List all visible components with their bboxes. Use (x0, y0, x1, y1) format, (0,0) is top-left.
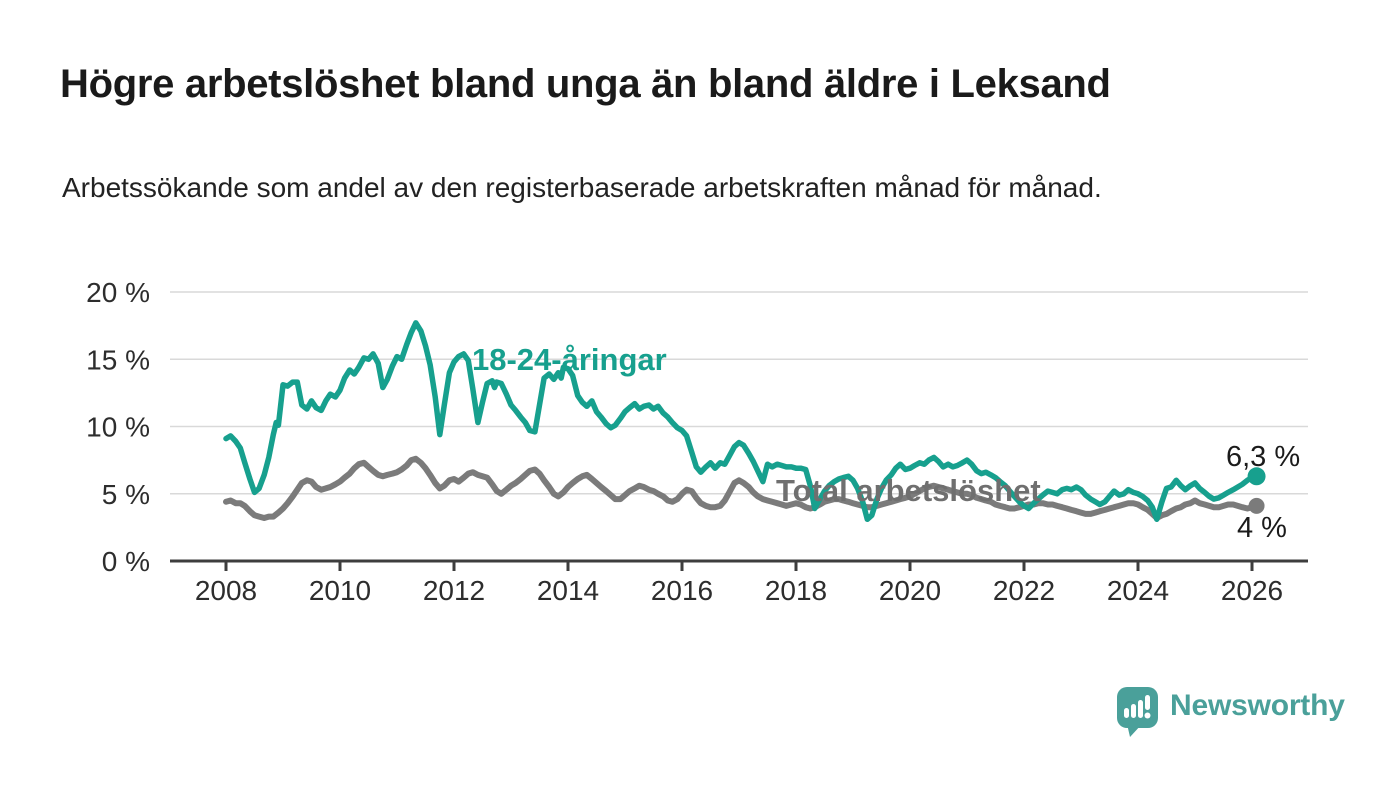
y-axis-tick-label: 5 % (102, 479, 150, 510)
series-end-dot-total (1248, 497, 1265, 514)
newsworthy-wordmark: Newsworthy (1170, 689, 1345, 722)
y-axis-tick-label: 15 % (86, 344, 150, 375)
y-axis-tick-label: 20 % (86, 277, 150, 308)
x-axis-tick-label: 2024 (1107, 575, 1169, 606)
x-axis-tick-label: 2016 (651, 575, 713, 606)
x-axis-tick-label: 2026 (1221, 575, 1283, 606)
x-axis-tick-label: 2014 (537, 575, 599, 606)
y-axis-tick-label: 10 % (86, 412, 150, 443)
chart-subtitle: Arbetssökande som andel av den registerb… (62, 172, 1102, 203)
newsworthy-logo: Newsworthy (1116, 686, 1345, 738)
y-axis-tick-label: 0 % (102, 546, 150, 577)
x-axis-tick-label: 2012 (423, 575, 485, 606)
x-axis-tick-label: 2020 (879, 575, 941, 606)
series-line-total (223, 455, 1260, 521)
chart-title: Högre arbetslöshet bland unga än bland ä… (60, 62, 1111, 106)
x-axis-tick-label: 2008 (195, 575, 257, 606)
series-label-total: Total arbetslöshet (776, 473, 1041, 508)
end-value-label-youth: 6,3 % (1226, 441, 1301, 473)
x-axis-tick-label: 2010 (309, 575, 371, 606)
end-value-label-total: 4 % (1237, 512, 1287, 544)
bar-chart-speech-bubble-icon (1117, 687, 1158, 737)
series-line-youth (223, 320, 1260, 523)
x-axis-tick-label: 2022 (993, 575, 1055, 606)
series-label-youth: 18-24-åringar (472, 342, 667, 377)
series-end-dot-youth (1247, 467, 1266, 486)
x-axis-tick-label: 2018 (765, 575, 827, 606)
